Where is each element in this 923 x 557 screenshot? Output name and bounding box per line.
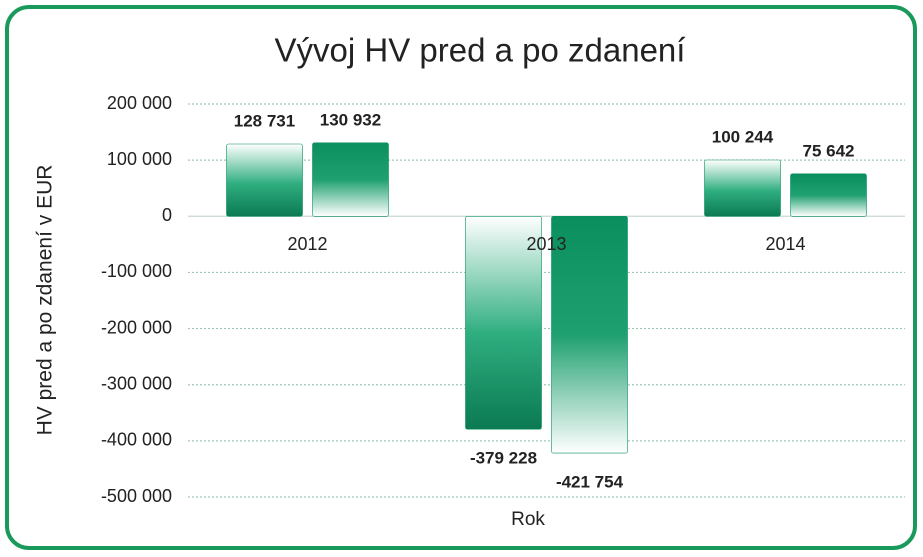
- bar: [312, 142, 389, 217]
- value-label: 130 932: [320, 110, 381, 129]
- bar: [790, 173, 867, 217]
- value-label: 75 642: [803, 141, 855, 160]
- y-axis-title: HV pred a po zdanení v EUR: [34, 165, 57, 436]
- y-tick-label: -500 000: [101, 486, 172, 506]
- y-tick-label: 200 000: [107, 93, 172, 113]
- frame: [5, 5, 917, 550]
- x-tick-label: 2014: [765, 234, 805, 254]
- y-tick-label: -400 000: [101, 430, 172, 450]
- y-tick-label: 0: [162, 205, 172, 225]
- y-tick-label: 100 000: [107, 149, 172, 169]
- bar: [704, 159, 781, 217]
- y-tick-label: -200 000: [101, 317, 172, 337]
- y-tick-label: -100 000: [101, 261, 172, 281]
- bar: [226, 143, 303, 217]
- bar: [551, 215, 628, 454]
- value-label: 128 731: [234, 111, 295, 130]
- value-label: -379 228: [470, 449, 537, 468]
- x-axis-title: Rok: [511, 509, 545, 530]
- y-tick-label: -300 000: [101, 373, 172, 393]
- x-tick-label: 2013: [526, 234, 566, 254]
- value-label: 100 244: [712, 127, 774, 146]
- bar: [465, 215, 542, 430]
- value-label: -421 754: [556, 473, 624, 492]
- chart-title: Vývoj HV pred a po zdanení: [275, 32, 686, 69]
- x-tick-label: 2012: [287, 234, 327, 254]
